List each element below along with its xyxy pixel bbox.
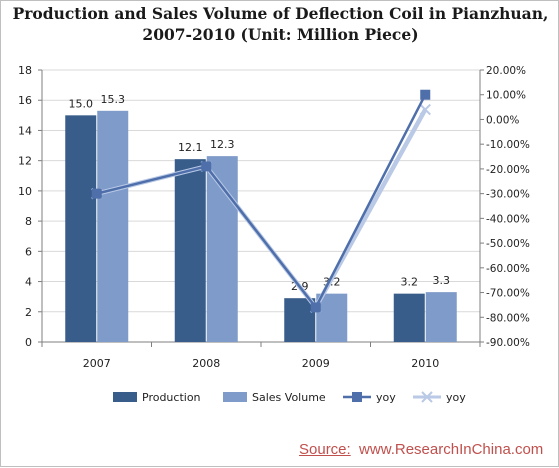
legend-label-yoy-square: yoy xyxy=(376,391,396,404)
data-label: 3.2 xyxy=(401,276,419,289)
right-axis-tick-label: 10.00% xyxy=(486,90,526,102)
data-label: 12.3 xyxy=(210,138,235,151)
x-axis-tick-label: 2008 xyxy=(192,357,220,370)
left-axis-tick-label: 16 xyxy=(18,94,32,107)
legend-label-sales-volume: Sales Volume xyxy=(252,391,326,404)
left-axis-tick-label: 8 xyxy=(25,215,32,228)
x-axis-tick-label: 2010 xyxy=(411,357,439,370)
right-axis-tick-label: -20.00% xyxy=(486,164,530,176)
right-axis-tick-label: -50.00% xyxy=(486,238,530,250)
right-axis-tick-label: 0.00% xyxy=(486,114,519,126)
yoy-square-point xyxy=(201,161,212,172)
production-bar xyxy=(284,298,316,342)
x-marker-stroke xyxy=(419,103,431,116)
left-axis-tick-label: 2 xyxy=(25,306,32,319)
yoy-square-point xyxy=(310,302,321,313)
yoy-square-line xyxy=(96,94,427,309)
yoy-x-point xyxy=(419,103,431,116)
left-axis-tick-label: 0 xyxy=(25,336,32,349)
production-bar xyxy=(393,293,425,342)
source-note: Source: www.ResearchInChina.com xyxy=(299,441,543,458)
x-axis-tick-label: 2007 xyxy=(83,357,111,370)
right-axis-tick-label: -90.00% xyxy=(486,337,530,349)
legend-swatch-production xyxy=(113,392,137,402)
right-axis-tick-label: -70.00% xyxy=(486,288,530,300)
source-value: www.ResearchInChina.com xyxy=(359,441,544,458)
right-axis-tick-label: -10.00% xyxy=(486,139,530,151)
legend xyxy=(113,391,441,403)
sales-volume-bar xyxy=(425,292,457,342)
data-label: 15.0 xyxy=(69,97,94,110)
right-axis-tick-label: -80.00% xyxy=(486,312,530,324)
data-label: 12.1 xyxy=(178,141,203,154)
left-axis-tick-label: 6 xyxy=(25,245,32,258)
sales-volume-bar xyxy=(97,110,129,342)
yoy-square-point xyxy=(91,188,102,199)
right-axis-tick-label: 20.00% xyxy=(486,65,526,77)
title-line-1: Production and Sales Volume of Deflectio… xyxy=(12,4,549,23)
production-bar xyxy=(65,115,97,342)
title-line-2: 2007-2010 (Unit: Million Piece) xyxy=(142,25,419,44)
legend-swatch-yoy-x-marker xyxy=(421,391,433,403)
left-axis-tick-label: 18 xyxy=(18,64,32,77)
production-bar xyxy=(174,159,206,342)
left-axis-tick-label: 4 xyxy=(25,276,32,289)
legend-swatch-yoy-square-marker xyxy=(352,392,362,402)
right-axis-tick-label: -40.00% xyxy=(486,213,530,225)
chart-title: Production and Sales Volume of Deflectio… xyxy=(1,3,559,45)
left-axis-tick-label: 12 xyxy=(18,155,32,168)
data-label: 3.3 xyxy=(433,274,451,287)
source-label: Source: xyxy=(299,441,351,458)
x-axis-tick-label: 2009 xyxy=(302,357,330,370)
left-axis-tick-label: 10 xyxy=(18,185,32,198)
left-axis-tick-label: 14 xyxy=(18,124,32,137)
legend-label-production: Production xyxy=(142,391,201,404)
yoy-x-line xyxy=(96,108,428,310)
yoy-square-point xyxy=(420,89,431,100)
legend-swatch-sales-volume xyxy=(223,392,247,402)
right-axis-tick-label: -60.00% xyxy=(486,263,530,275)
data-label: 15.3 xyxy=(101,93,126,106)
legend-label-yoy-x: yoy xyxy=(446,391,466,404)
right-axis-tick-label: -30.00% xyxy=(486,189,530,201)
